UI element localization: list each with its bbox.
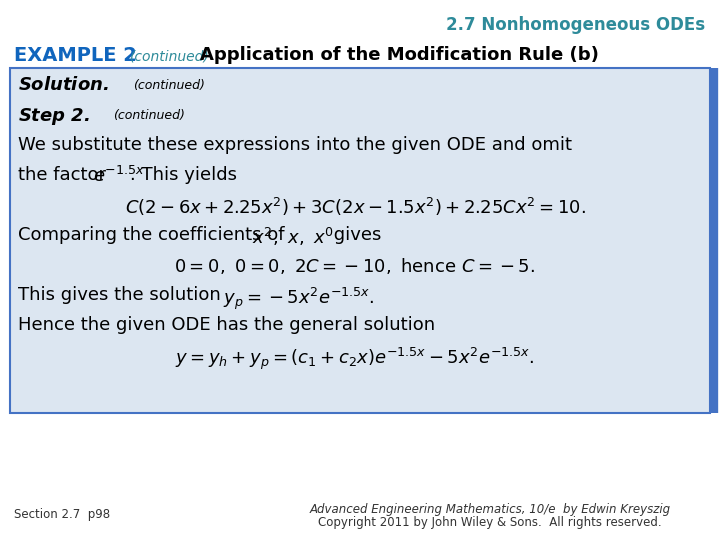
- Text: $\bfit{Step\ 2.}$: $\bfit{Step\ 2.}$: [18, 106, 90, 127]
- Text: 2.7 Nonhomogeneous ODEs: 2.7 Nonhomogeneous ODEs: [446, 16, 705, 34]
- Text: Hence the given ODE has the general solution: Hence the given ODE has the general solu…: [18, 316, 435, 334]
- Text: Comparing the coefficients of: Comparing the coefficients of: [18, 226, 290, 244]
- Text: $e^{-1.5x}$: $e^{-1.5x}$: [93, 166, 145, 186]
- FancyBboxPatch shape: [10, 68, 710, 413]
- Text: (continued): (continued): [113, 109, 185, 122]
- Text: $C(2-6x+2.25x^2)+3C(2x-1.5x^2)+2.25Cx^2=10.$: $C(2-6x+2.25x^2)+3C(2x-1.5x^2)+2.25Cx^2=…: [125, 196, 585, 218]
- Text: Section 2.7  p98: Section 2.7 p98: [14, 508, 110, 521]
- Text: $y = y_h + y_p = (c_1 + c_2 x)e^{-1.5x} - 5x^2 e^{-1.5x}.$: $y = y_h + y_p = (c_1 + c_2 x)e^{-1.5x} …: [175, 346, 535, 372]
- Text: (continued): (continued): [133, 79, 205, 92]
- Text: This gives the solution: This gives the solution: [18, 286, 221, 304]
- Text: $0=0,\ 0=0,\ 2C=-10,\ \mathrm{hence}\ C=-5.$: $0=0,\ 0=0,\ 2C=-10,\ \mathrm{hence}\ C=…: [174, 256, 536, 276]
- Text: Application of the Modification Rule (b): Application of the Modification Rule (b): [200, 46, 599, 64]
- Text: $x^2,\ x,\ x^0$: $x^2,\ x,\ x^0$: [252, 226, 334, 248]
- Text: the factor: the factor: [18, 166, 112, 184]
- Text: gives: gives: [328, 226, 382, 244]
- Text: Copyright 2011 by John Wiley & Sons.  All rights reserved.: Copyright 2011 by John Wiley & Sons. All…: [318, 516, 662, 529]
- Text: We substitute these expressions into the given ODE and omit: We substitute these expressions into the…: [18, 136, 572, 154]
- Text: (continued): (continued): [130, 50, 210, 64]
- Text: $y_p = -5x^2e^{-1.5x}.$: $y_p = -5x^2e^{-1.5x}.$: [223, 286, 374, 312]
- Text: . This yields: . This yields: [130, 166, 237, 184]
- Text: $\bfit{Solution.}$: $\bfit{Solution.}$: [18, 76, 109, 94]
- Text: Advanced Engineering Mathematics, 10/e  by Edwin Kreyszig: Advanced Engineering Mathematics, 10/e b…: [310, 503, 670, 516]
- Text: EXAMPLE 2: EXAMPLE 2: [14, 46, 137, 65]
